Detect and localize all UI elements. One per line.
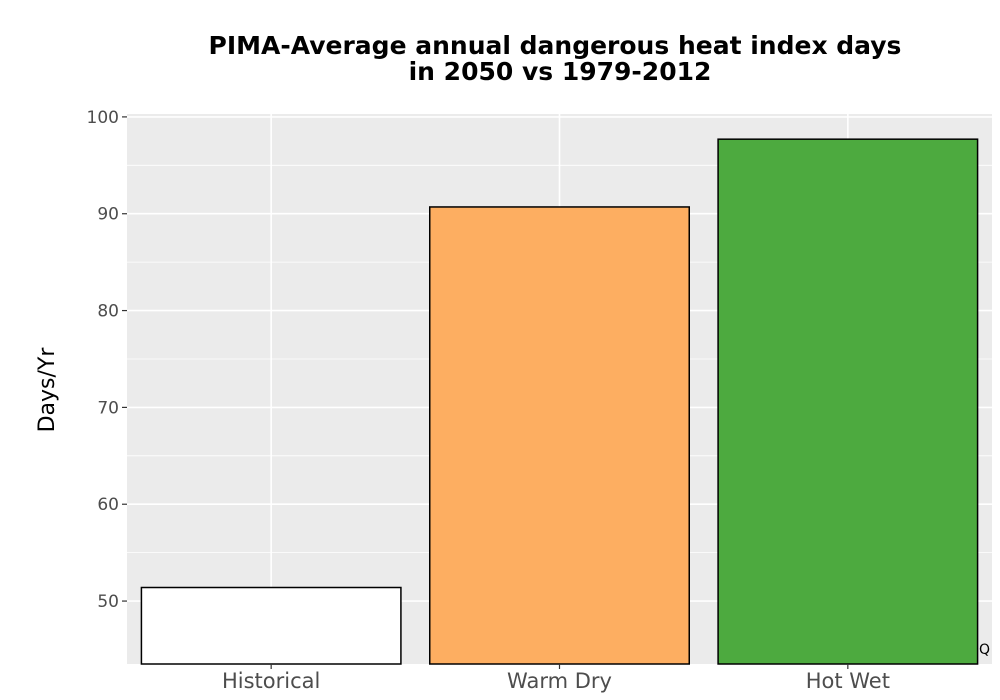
chart-subtitle: in 2050 vs 1979-2012: [409, 57, 712, 86]
x-tick-label: Warm Dry: [507, 669, 612, 693]
x-tick-label: Hot Wet: [806, 669, 890, 693]
y-tick-label: 90: [97, 205, 119, 225]
bar-warm-dry: [429, 206, 690, 665]
y-tick-label: 60: [97, 495, 119, 515]
x-axis: Historical Warm Dry Hot Wet: [222, 664, 890, 693]
y-tick-label: 70: [97, 398, 119, 418]
y-tick-label: 50: [97, 592, 119, 612]
bar-historical: [140, 586, 402, 665]
y-axis: 50 60 70 80 90 100: [87, 108, 127, 612]
corner-mark: Q: [979, 642, 990, 658]
chart-title: PIMA-Average annual dangerous heat index…: [209, 31, 902, 60]
y-tick-label: 80: [97, 302, 119, 322]
bar-hot-wet: [717, 138, 979, 665]
y-tick-label: 100: [87, 108, 119, 128]
bars: [140, 138, 979, 665]
x-tick-label: Historical: [222, 669, 320, 693]
y-axis-label: Days/Yr: [35, 347, 60, 433]
